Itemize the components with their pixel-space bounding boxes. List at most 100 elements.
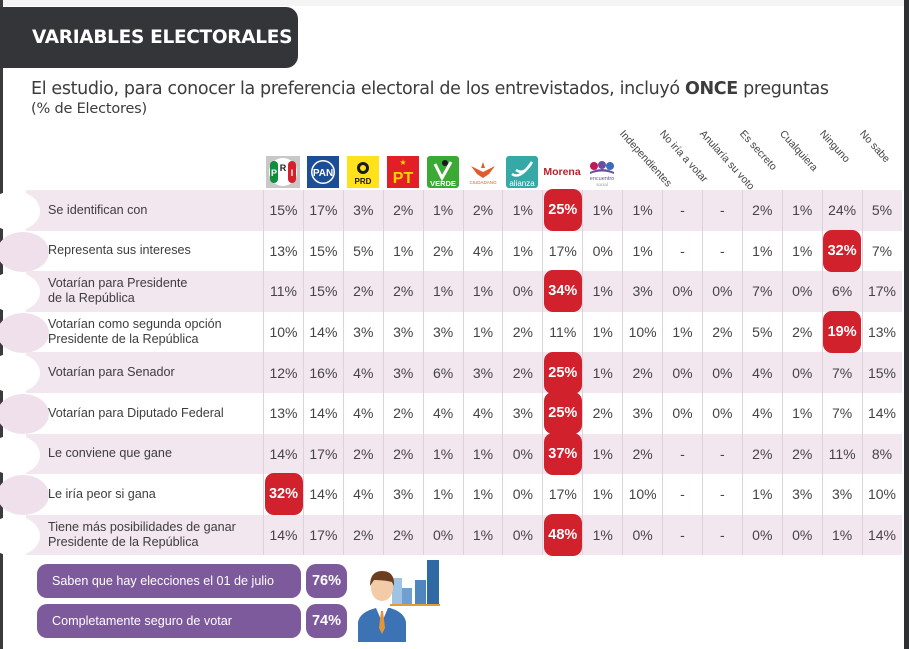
table-cell-anularia: - bbox=[701, 230, 742, 272]
cell-value: 17% bbox=[548, 242, 577, 259]
cell-value: 0% bbox=[432, 527, 454, 544]
right-border bbox=[904, 0, 909, 649]
cell-value: 1% bbox=[472, 527, 494, 544]
cell-value: 5% bbox=[871, 202, 893, 219]
table-cell-cualquiera: 0% bbox=[781, 514, 822, 556]
table-cell-prd: 2% bbox=[342, 433, 383, 475]
table-row: Votarían para Diputado Federal 13% 14% 4% 2%… bbox=[0, 392, 904, 435]
cell-value: 2% bbox=[792, 445, 813, 462]
table-cell-cualquiera: 2% bbox=[781, 433, 822, 475]
table-cell-verde: 1% bbox=[422, 474, 463, 515]
cell-value: 3% bbox=[353, 202, 374, 219]
intro-text-bold: ONCE bbox=[684, 79, 738, 99]
column-label: Ninguno bbox=[816, 128, 852, 166]
row-label-text: Votarían para Senador bbox=[48, 365, 175, 380]
cell-value: 0% bbox=[512, 527, 533, 544]
cell-value: 3% bbox=[432, 324, 454, 341]
cell-value: 6% bbox=[831, 283, 853, 300]
table-cell-secreto: 4% bbox=[741, 352, 782, 393]
cell-value: 16% bbox=[309, 364, 338, 381]
column-header-prd: PRD bbox=[343, 120, 383, 190]
table-cell-ninguno: 19% bbox=[821, 311, 862, 354]
table-cell-independientes: 3% bbox=[622, 271, 662, 312]
cell-value: 24% bbox=[828, 202, 857, 219]
cell-value: - bbox=[720, 445, 725, 462]
column-label: Es secreto bbox=[736, 128, 779, 173]
table-cell-anularia: 0% bbox=[701, 271, 742, 312]
column-header-morena: Morena bbox=[542, 120, 582, 190]
highlighted-value: 37% bbox=[543, 432, 582, 475]
svg-text:PT: PT bbox=[392, 170, 413, 187]
table-cell-verde: 3% bbox=[422, 311, 463, 353]
table-row: Votarían para Senador 12% 16% 4% 3% 6% 3% 2% 25%… bbox=[0, 351, 904, 394]
table-cell-morena: 25% bbox=[542, 189, 582, 232]
table-cell-verde: 2% bbox=[422, 230, 463, 272]
cell-value: 0% bbox=[712, 283, 733, 300]
table-cell-alianza: 2% bbox=[502, 311, 542, 353]
cell-value: 5% bbox=[353, 242, 374, 259]
cell-value: 17% bbox=[867, 283, 897, 300]
cell-value: 3% bbox=[632, 405, 653, 422]
person-chart-illustration-icon bbox=[352, 558, 442, 642]
cell-value: 0% bbox=[752, 527, 773, 544]
cell-value: 13% bbox=[269, 405, 298, 422]
table-cell-verde: 1% bbox=[422, 271, 463, 312]
table-cell-morena: 34% bbox=[542, 270, 582, 313]
cell-value: 8% bbox=[871, 445, 893, 462]
cell-value: 0% bbox=[792, 527, 813, 544]
table-cell-prd: 4% bbox=[342, 474, 383, 515]
table-cell-no_sabe: 10% bbox=[861, 474, 902, 515]
cell-value: 2% bbox=[393, 283, 414, 300]
column-header-secreto: Es secreto bbox=[737, 120, 782, 190]
cell-value: 0% bbox=[792, 283, 813, 300]
table-cell-pt: 2% bbox=[382, 393, 423, 434]
table-cell-secreto: 1% bbox=[741, 474, 782, 515]
row-band bbox=[26, 271, 902, 312]
table-cell-secreto: 7% bbox=[741, 271, 782, 312]
svg-text:PAN: PAN bbox=[313, 168, 333, 179]
cell-value: 0% bbox=[712, 405, 733, 422]
cell-value: 17% bbox=[309, 527, 338, 544]
row-circle-decoration bbox=[0, 394, 49, 434]
table-cell-no_sabe: 13% bbox=[861, 311, 902, 353]
cell-value: - bbox=[680, 445, 685, 462]
cell-value: 2% bbox=[393, 202, 414, 219]
cell-value: 1% bbox=[472, 283, 494, 300]
summary-value: 74% bbox=[306, 604, 347, 638]
column-header-independientes: Independientes bbox=[617, 120, 674, 190]
highlighted-value: 19% bbox=[823, 311, 862, 354]
highlighted-value: 25% bbox=[543, 392, 582, 435]
table-cell-secreto: 2% bbox=[741, 190, 782, 231]
cell-value: 14% bbox=[867, 527, 897, 544]
table-cell-no_sabe: 7% bbox=[861, 230, 902, 272]
cell-value: 2% bbox=[592, 405, 613, 422]
table-cell-pan: 14% bbox=[302, 311, 343, 353]
movimiento-ciudadano-logo-icon: CIUDADANO bbox=[466, 156, 500, 188]
cell-value: 0% bbox=[672, 405, 693, 422]
row-label-text: Votarían para Diputado Federal bbox=[48, 405, 224, 420]
table-cell-mc: 1% bbox=[462, 514, 503, 556]
pt-logo-icon: ★ PT bbox=[386, 156, 420, 188]
table-cell-cualquiera: 1% bbox=[781, 190, 822, 231]
table-cell-pes: 1% bbox=[582, 190, 622, 231]
column-header-pan: PAN bbox=[303, 120, 343, 190]
table-cell-prd: 2% bbox=[342, 514, 383, 556]
table-cell-pan: 15% bbox=[302, 230, 343, 272]
cell-value: 3% bbox=[353, 324, 374, 341]
table-cell-morena: 17% bbox=[542, 230, 582, 272]
cell-value: 1% bbox=[432, 202, 454, 219]
cell-value: 10% bbox=[867, 486, 897, 503]
cell-value: 14% bbox=[867, 405, 897, 422]
intro-subtitle: (% de Electores) bbox=[31, 101, 147, 117]
table-cell-prd: 4% bbox=[342, 352, 383, 393]
row-label-text: Representa sus intereses bbox=[48, 243, 191, 258]
intro-text-before: El estudio, para conocer la preferencia … bbox=[31, 79, 685, 99]
cell-value: 15% bbox=[867, 364, 897, 381]
row-band bbox=[26, 514, 902, 556]
table-row: Votarían para Presidente de la República… bbox=[0, 270, 904, 313]
cell-value: 1% bbox=[472, 324, 494, 341]
cell-value: 4% bbox=[752, 405, 773, 422]
cell-value: 0% bbox=[592, 242, 613, 259]
encuentro-social-logo-icon: encuentro social bbox=[585, 156, 619, 188]
